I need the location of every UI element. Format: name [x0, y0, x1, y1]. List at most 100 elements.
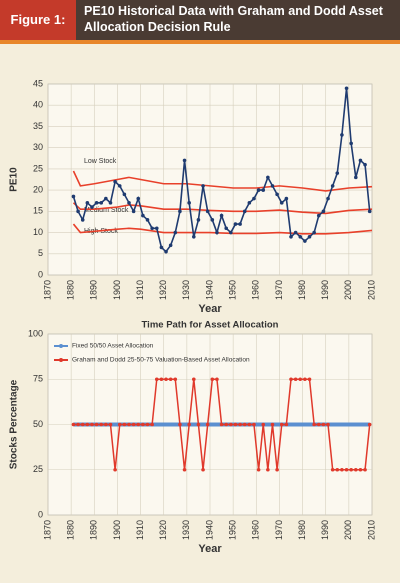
data-point [173, 377, 178, 382]
data-point [335, 171, 340, 175]
y-tick-label: 40 [33, 100, 43, 110]
data-point [270, 422, 275, 427]
data-point [266, 175, 270, 180]
x-tick-label: 1980 [297, 280, 307, 300]
x-tick-label: 1870 [42, 280, 52, 300]
data-point [187, 201, 191, 205]
data-point [303, 377, 307, 382]
data-point [316, 422, 321, 427]
data-point [108, 201, 113, 205]
data-point [205, 209, 210, 214]
x-tick-label: 1960 [251, 280, 261, 300]
data-point [340, 467, 344, 472]
header: Figure 1: PE10 Historical Data with Grah… [0, 0, 400, 44]
data-point [289, 235, 293, 239]
y-tick-label: 5 [38, 248, 43, 258]
data-point [196, 218, 201, 222]
x-axis-label: Year [198, 303, 222, 315]
data-point [252, 422, 256, 427]
data-point [229, 230, 233, 235]
data-point [131, 209, 136, 214]
y-tick-label: 100 [28, 328, 43, 338]
data-point [113, 467, 117, 472]
data-point [312, 422, 316, 427]
data-point [164, 377, 168, 382]
y-tick-label: 35 [33, 121, 43, 131]
data-point [196, 422, 201, 427]
x-tick-label: 2000 [343, 280, 353, 300]
data-point [354, 467, 358, 472]
data-point [210, 377, 215, 382]
data-point [104, 422, 108, 427]
data-point [307, 377, 312, 382]
x-tick-label: 1960 [251, 520, 261, 540]
data-point [192, 235, 196, 239]
data-point [178, 422, 182, 427]
data-point [215, 230, 219, 235]
x-tick-label: 2010 [366, 520, 376, 540]
x-tick-label: 1950 [228, 520, 238, 540]
data-point [344, 467, 349, 472]
data-point [205, 422, 210, 427]
data-point [182, 158, 187, 163]
data-point [316, 213, 321, 218]
legend-marker [59, 344, 63, 348]
y-tick-label: 20 [33, 184, 43, 194]
y-axis-label: PE10 [9, 167, 20, 192]
x-tick-label: 1930 [181, 520, 191, 540]
data-point [173, 230, 178, 235]
data-point [90, 205, 94, 209]
x-tick-label: 1910 [135, 520, 145, 540]
data-point [256, 188, 261, 192]
data-point [182, 467, 187, 472]
chart-title: Time Path for Asset Allocation [142, 320, 279, 331]
y-axis-label: Stocks Percentage [9, 379, 20, 469]
x-tick-label: 1990 [320, 520, 330, 540]
x-tick-label: 1870 [42, 520, 52, 540]
figure-label: Figure 1: [0, 0, 76, 40]
x-tick-label: 1880 [66, 520, 76, 540]
data-point [141, 213, 145, 218]
x-tick-label: 1910 [135, 280, 145, 300]
data-point [108, 422, 113, 427]
data-point [150, 422, 154, 427]
data-point [321, 422, 326, 427]
data-point [219, 422, 224, 427]
data-point [247, 422, 252, 427]
data-point [367, 422, 372, 427]
data-point [145, 422, 150, 427]
data-point [141, 422, 145, 427]
data-point [94, 201, 99, 205]
data-point [238, 422, 242, 427]
data-point [335, 467, 340, 472]
annotation: Low Stock [84, 158, 117, 165]
data-point [303, 239, 307, 243]
data-point [242, 422, 247, 427]
x-tick-label: 1940 [204, 520, 214, 540]
x-tick-label: 1900 [112, 520, 122, 540]
data-point [71, 422, 76, 427]
data-point [326, 422, 330, 427]
data-point [247, 201, 252, 205]
y-tick-label: 25 [33, 464, 43, 474]
data-point [159, 245, 164, 250]
y-tick-label: 10 [33, 227, 43, 237]
data-point [326, 196, 330, 201]
data-point [136, 422, 141, 427]
data-point [298, 235, 303, 239]
data-point [127, 422, 131, 427]
y-tick-label: 75 [33, 374, 43, 384]
data-point [117, 184, 122, 188]
data-point [192, 377, 196, 382]
data-point [224, 226, 228, 231]
data-point [363, 467, 367, 472]
data-point [71, 194, 76, 199]
x-tick-label: 1930 [181, 280, 191, 300]
data-point [201, 184, 205, 188]
data-point [210, 218, 215, 222]
data-point [363, 162, 367, 167]
data-point [90, 422, 94, 427]
data-point [307, 235, 312, 239]
x-tick-label: 1950 [228, 280, 238, 300]
data-point [242, 209, 247, 214]
